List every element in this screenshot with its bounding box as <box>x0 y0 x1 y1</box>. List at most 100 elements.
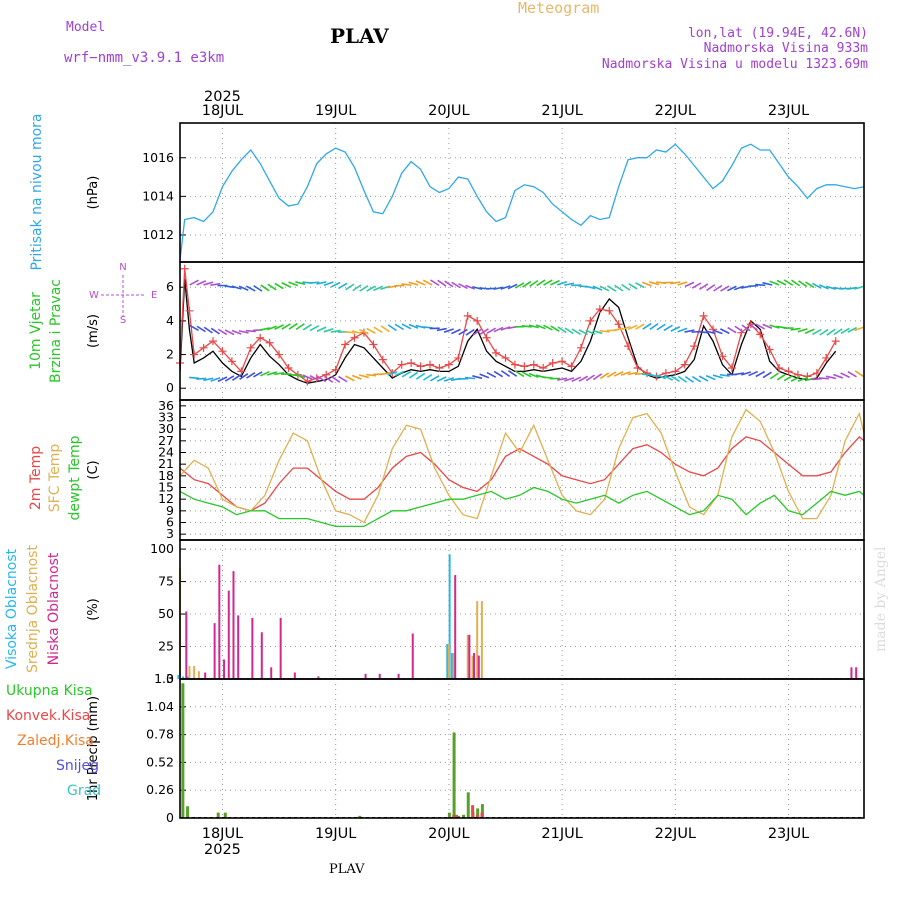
wind-arrow <box>295 323 305 331</box>
gust-marker <box>463 311 472 320</box>
precip-bar <box>223 812 227 818</box>
gust-marker <box>416 362 425 371</box>
gust-marker <box>246 343 255 352</box>
clouds-bar <box>451 653 453 679</box>
clouds-bar <box>364 673 367 679</box>
ytick-label-precip-0: 0 <box>166 810 174 825</box>
wind-arrow <box>458 328 468 336</box>
wind-arrow <box>854 285 865 290</box>
wind-series-1 <box>179 268 837 383</box>
wind-arrow <box>819 328 829 336</box>
gust-marker <box>341 340 350 349</box>
wind-arrow <box>245 329 256 333</box>
gust-marker <box>435 364 444 373</box>
clouds-bar <box>855 667 858 679</box>
clouds-bar <box>213 623 216 679</box>
wind-arrow <box>331 375 341 383</box>
clouds-bar <box>197 671 200 679</box>
wind-arrow <box>239 373 249 380</box>
wind-arrow <box>345 375 355 382</box>
gust-marker <box>624 342 633 351</box>
wind-arrow <box>564 377 575 382</box>
mid-cloud-label: Srednja Oblacnost <box>25 545 41 673</box>
wind-arrow <box>691 375 702 383</box>
clouds-bar <box>468 634 471 679</box>
wind-arrow <box>621 283 631 291</box>
wind-arrow <box>847 286 858 290</box>
wind-arrow <box>762 371 772 379</box>
wind-arrow <box>302 323 312 331</box>
precip-bar <box>476 808 480 818</box>
wind-arrow <box>437 279 447 287</box>
gust-marker <box>426 360 435 369</box>
wind-arrow <box>465 284 476 290</box>
wind-arrow <box>316 326 327 333</box>
wind-arrow <box>769 372 779 380</box>
wind-arrow <box>776 279 787 286</box>
wind-arrow <box>585 285 596 290</box>
pressure-unit: (hPa) <box>86 176 101 210</box>
clouds-bar <box>448 554 451 679</box>
wind-panel <box>176 262 865 401</box>
wind-arrow <box>231 329 242 335</box>
gust-marker <box>539 364 548 373</box>
wind-arrow <box>628 282 638 290</box>
gust-marker <box>501 353 510 362</box>
day-label-bottom-1: 19JUL <box>315 826 356 842</box>
meteogram-subtitle: Meteogram <box>518 0 600 17</box>
wind-arrow <box>762 281 773 286</box>
wind-arrow <box>783 374 794 382</box>
ytick-label-temperature-4: 15 <box>158 480 174 495</box>
wind-arrow <box>274 324 284 330</box>
wind-arrow <box>359 284 369 292</box>
wind-arrow <box>486 371 497 378</box>
wind-arrow <box>585 374 596 382</box>
ytick-label-temperature-3: 12 <box>158 491 174 506</box>
clouds-bar <box>177 675 180 679</box>
wind-arrow <box>231 374 242 382</box>
compass-w: W <box>89 290 99 301</box>
wind-arrow <box>620 371 631 376</box>
wind-arrow <box>507 283 518 290</box>
day-label-top-0: 18JUL <box>202 103 243 119</box>
wind-arrow <box>847 326 858 333</box>
gust-marker <box>690 342 699 351</box>
temperature-unit: (C) <box>86 460 101 479</box>
clouds-bar <box>446 643 449 679</box>
wind-arrow <box>422 326 433 329</box>
wind-arrow <box>444 280 454 288</box>
wind-arrow <box>614 284 624 292</box>
wind-arrow <box>797 328 808 333</box>
ytick-label-temperature-11: 36 <box>158 398 174 413</box>
wind-arrow <box>798 280 808 288</box>
wind-arrow <box>330 281 341 288</box>
wind-arrow <box>748 323 758 331</box>
wind-arrow <box>727 285 737 292</box>
wind-arrow <box>536 279 546 287</box>
gust-marker <box>275 350 284 359</box>
wind-arrow <box>295 373 306 379</box>
precip-bar <box>216 812 220 818</box>
wind-arrow <box>394 323 405 331</box>
wind-arrow <box>514 282 525 289</box>
wind-arrow <box>578 375 589 382</box>
wind-arrow <box>253 371 263 378</box>
gust-marker <box>765 345 774 354</box>
wind-arrow <box>430 375 440 382</box>
wind-arrow <box>791 279 801 287</box>
gust-marker <box>822 353 831 362</box>
wind-arrow <box>267 283 277 291</box>
wind-arrow <box>606 285 617 292</box>
ytick-label-pressure-2: 1016 <box>142 150 174 165</box>
wind-arrow <box>649 373 660 378</box>
wind-arrow <box>769 280 780 286</box>
wind-arrow <box>210 282 221 286</box>
wind-arrow <box>627 371 638 376</box>
wind-arrow <box>642 322 652 330</box>
clouds-bar <box>466 634 469 679</box>
wind-arrow <box>196 377 207 380</box>
wind-arrow <box>500 370 511 378</box>
wind-arrow <box>281 281 291 288</box>
clouds-bar <box>204 672 207 679</box>
wind-arrow <box>486 327 497 334</box>
